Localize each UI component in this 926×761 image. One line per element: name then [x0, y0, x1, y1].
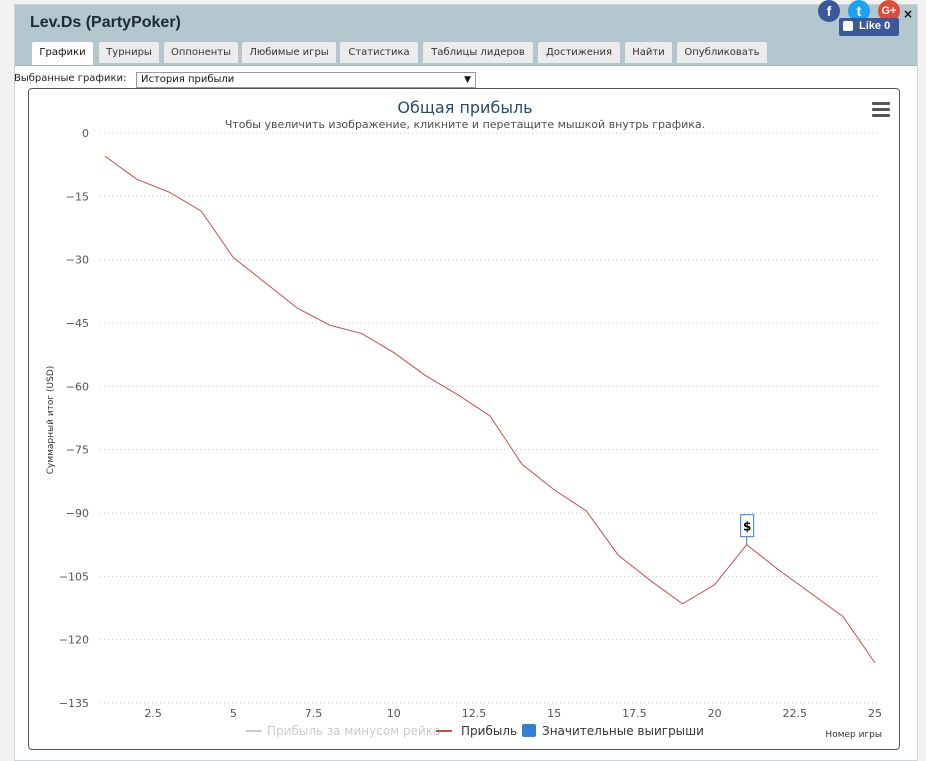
dropdown-arrow-icon: ▼: [464, 75, 471, 85]
tab-find[interactable]: Найти: [624, 41, 673, 63]
x-axis-label: Номер игры: [825, 730, 882, 740]
y-tick-label: 0: [82, 127, 89, 140]
tab-publish[interactable]: Опубликовать: [676, 41, 768, 63]
close-icon[interactable]: ×: [903, 7, 914, 21]
x-tick-label: 2.5: [144, 707, 162, 720]
x-axis-ticks: 2.5 5 7.5 10 12.5 15 17.5 20 22.5 25: [144, 707, 882, 720]
chart-selector-dropdown[interactable]: История прибыли ▼: [136, 72, 476, 88]
chart-subtitle: Чтобы увеличить изображение, кликните и …: [225, 118, 705, 131]
x-tick-label: 17.5: [622, 707, 647, 720]
chart-menu-icon[interactable]: [872, 102, 890, 118]
y-tick-label: −120: [59, 634, 89, 647]
x-tick-label: 5: [230, 707, 237, 720]
legend-item-big-wins[interactable]: Значительные выигрыши: [542, 724, 704, 738]
tab-favorite-games[interactable]: Любимые игры: [241, 41, 337, 63]
x-tick-label: 20: [708, 707, 722, 720]
twitter-icon[interactable]: t: [848, 0, 870, 22]
big-win-marker-flag[interactable]: [740, 514, 755, 538]
google-plus-icon[interactable]: G+: [878, 0, 900, 22]
y-axis-label: Суммарный итог (USD): [46, 366, 56, 475]
y-tick-label: −15: [66, 190, 89, 203]
x-tick-label: 12.5: [462, 707, 487, 720]
x-tick-label: 10: [387, 707, 401, 720]
facebook-like-button[interactable]: Like 0: [839, 18, 899, 36]
y-tick-label: −90: [66, 507, 89, 520]
tab-opponents[interactable]: Оппоненты: [163, 41, 239, 63]
tab-leaderboards[interactable]: Таблицы лидеров: [422, 41, 534, 63]
like-label: Like 0: [859, 20, 891, 32]
series-group: [104, 155, 876, 664]
y-axis-ticks: 0 −15 −30 −45 −60 −75 −90 −105 −120 −135: [59, 127, 89, 710]
y-tick-label: −30: [66, 254, 89, 267]
y-tick-label: −45: [66, 317, 89, 330]
chart-grid: [100, 132, 880, 704]
x-tick-label: 15: [547, 707, 561, 720]
chart-selector-value: История прибыли: [141, 74, 235, 85]
chart-selector-label: Выбранные графики:: [14, 73, 127, 84]
legend-item-profit[interactable]: Прибыль: [461, 724, 517, 738]
chart-title: Общая прибыль: [397, 98, 532, 117]
facebook-icon[interactable]: f: [818, 0, 840, 22]
y-tick-label: −75: [66, 444, 89, 457]
big-win-marker-label: $: [743, 520, 751, 534]
tab-graphs[interactable]: Графики: [31, 41, 94, 65]
y-tick-label: −105: [59, 570, 89, 583]
profit-series-line[interactable]: [104, 155, 876, 664]
y-tick-label: −60: [66, 380, 89, 393]
legend-item-rake[interactable]: Прибыль за минусом рейка: [267, 724, 440, 738]
window-title: Lev.Ds (PartyPoker): [30, 14, 181, 31]
tab-statistics[interactable]: Статистика: [339, 41, 419, 63]
x-tick-label: 25: [868, 707, 882, 720]
markers-group: $: [740, 514, 755, 545]
tab-achievements[interactable]: Достижения: [537, 41, 621, 63]
window-header: Lev.Ds (PartyPoker) Графики Турниры Оппо…: [15, 5, 917, 66]
tab-tournaments[interactable]: Турниры: [98, 41, 160, 63]
y-tick-label: −135: [59, 697, 89, 710]
thumbs-up-icon: [843, 21, 853, 31]
chart-legend: Прибыль за минусом рейка Прибыль Значитель…: [246, 724, 704, 738]
legend-symbol-big-wins[interactable]: [522, 724, 536, 737]
x-tick-label: 22.5: [783, 707, 808, 720]
x-tick-label: 7.5: [305, 707, 323, 720]
